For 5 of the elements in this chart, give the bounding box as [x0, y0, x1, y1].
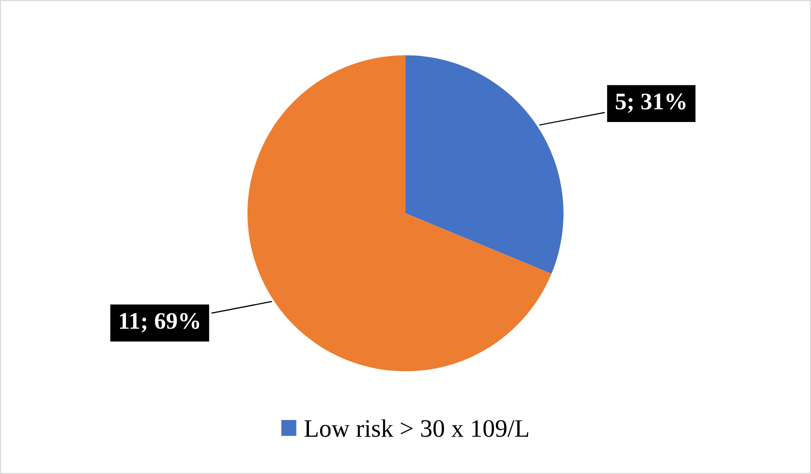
pie-slice: [248, 55, 552, 372]
pie-slice: [406, 55, 564, 274]
data-label: 5; 31%: [616, 94, 686, 113]
data-label: 11; 69%: [120, 313, 200, 332]
legend-label: Low risk > 30 x 109/L: [304, 419, 528, 437]
